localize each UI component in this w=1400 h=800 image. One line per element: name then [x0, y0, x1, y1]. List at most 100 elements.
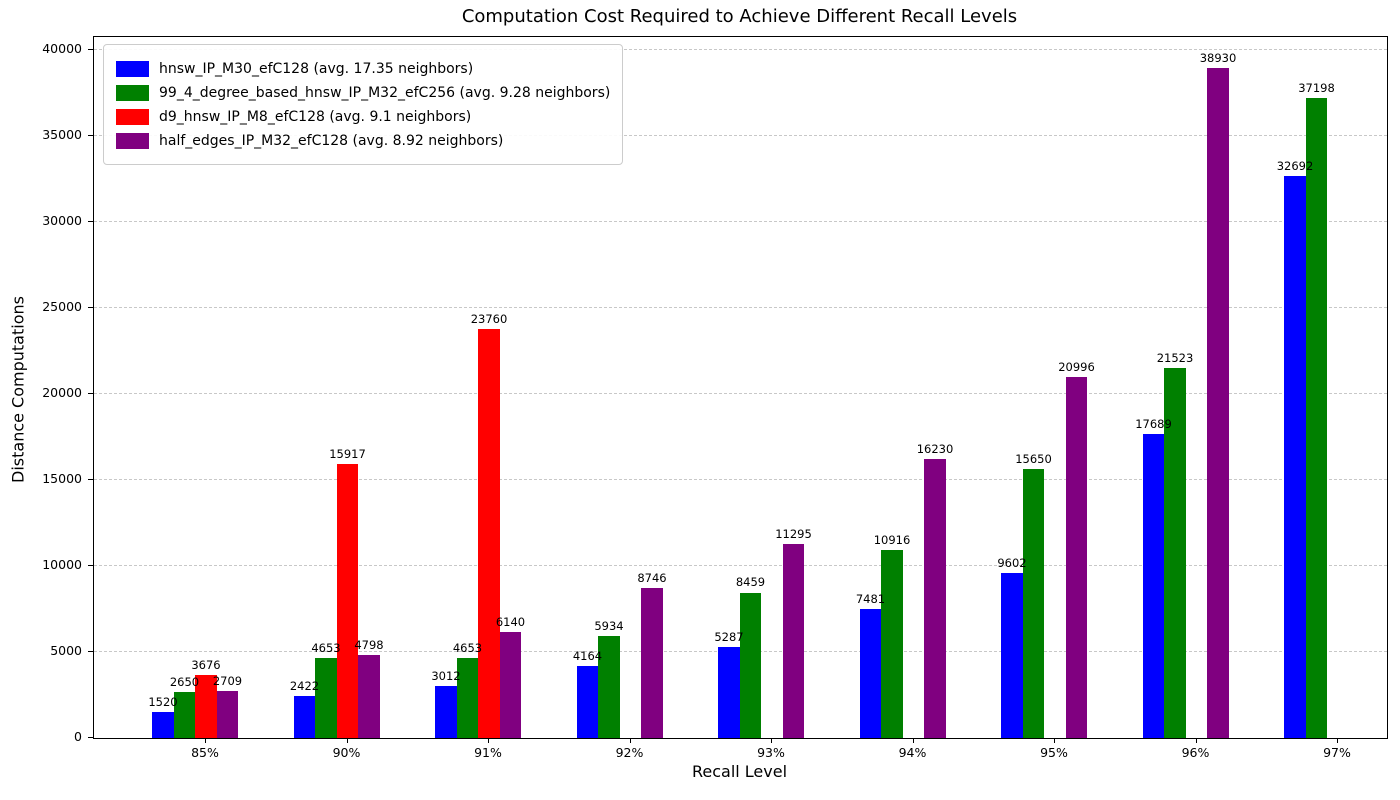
bar-series4-93%	[782, 543, 805, 738]
gridline-15000	[94, 478, 1387, 480]
bar-value-label: 2422	[289, 679, 320, 694]
x-tick-label: 93%	[757, 745, 785, 760]
bar-value-label: 20996	[1058, 359, 1095, 374]
x-tick-label: 90%	[332, 745, 361, 760]
chart-title: Computation Cost Required to Achieve Dif…	[461, 6, 1018, 27]
bar-value-label: 1520	[148, 694, 178, 709]
bar-series4-96%	[1207, 68, 1229, 738]
y-tick	[88, 392, 93, 394]
bar-series4-91%	[499, 632, 522, 738]
bar-value-label: 3012	[431, 669, 461, 684]
legend-swatch	[116, 132, 149, 149]
y-tick-label: 20000	[42, 384, 82, 400]
x-tick	[1054, 738, 1055, 743]
gridline-30000	[94, 220, 1387, 222]
bar-value-label: 16230	[916, 441, 954, 456]
x-tick	[629, 738, 631, 743]
y-tick	[88, 737, 93, 738]
y-tick-label: 25000	[42, 298, 82, 314]
legend-swatch	[116, 60, 149, 77]
bar-series2-97%	[1305, 98, 1328, 738]
gridline-20000	[94, 392, 1387, 394]
y-tick-label: 10000	[42, 556, 82, 572]
bar-series2-91%	[456, 657, 479, 738]
bar-series4-94%	[924, 458, 946, 738]
x-tick-label: 95%	[1040, 745, 1068, 760]
bar-value-label: 5287	[714, 630, 744, 645]
bar-series1-92%	[576, 666, 599, 738]
legend-label: half_edges_IP_M32_efC128 (avg. 8.92 neig…	[159, 132, 504, 149]
bar-value-label: 37198	[1298, 81, 1335, 96]
bar-series1-94%	[859, 609, 882, 738]
bar-series2-94%	[881, 550, 903, 738]
x-tick	[205, 738, 206, 743]
legend-item-2: 99_4_degree_based_hnsw_IP_M32_efC256 (av…	[116, 82, 610, 103]
y-tick	[88, 48, 93, 50]
bar-value-label: 32692	[1276, 158, 1314, 173]
bar-series2-95%	[1022, 468, 1045, 738]
bar-series4-92%	[641, 587, 663, 738]
bar-series3-90%	[336, 464, 359, 738]
legend-label: 99_4_degree_based_hnsw_IP_M32_efC256 (av…	[159, 84, 611, 101]
bar-value-label: 5934	[594, 618, 624, 633]
x-tick	[1195, 738, 1197, 743]
bar-series1-91%	[435, 686, 457, 738]
bar-value-label: 11295	[775, 526, 812, 541]
y-tick	[88, 564, 93, 566]
gridline-25000	[94, 306, 1387, 308]
bar-series1-95%	[1001, 572, 1023, 738]
bar-value-label: 8746	[637, 570, 667, 585]
legend-swatch	[116, 84, 149, 101]
bar-series1-90%	[293, 696, 316, 738]
legend-item-4: half_edges_IP_M32_efC128 (avg. 8.92 neig…	[116, 130, 610, 151]
bar-value-label: 15650	[1015, 451, 1052, 466]
gridline-40000	[94, 48, 1387, 50]
legend-item-3: d9_hnsw_IP_M8_efC128 (avg. 9.1 neighbors…	[116, 106, 610, 127]
x-tick	[912, 738, 914, 743]
x-tick-label: 94%	[898, 745, 927, 760]
bar-value-label: 9602	[997, 555, 1027, 570]
x-axis-label: Recall Level	[691, 762, 788, 781]
bar-value-label: 23760	[470, 312, 508, 327]
x-tick	[488, 738, 489, 743]
bar-value-label: 7481	[855, 592, 886, 607]
gridline-35000	[94, 134, 1387, 136]
x-tick-label: 85%	[191, 745, 219, 760]
bar-series4-95%	[1065, 376, 1088, 738]
legend-label: hnsw_IP_M30_efC128 (avg. 17.35 neighbors…	[159, 60, 474, 77]
legend-swatch	[116, 108, 149, 125]
bar-series1-85%	[152, 711, 174, 738]
bar-value-label: 21523	[1156, 350, 1194, 365]
bar-value-label: 4653	[311, 640, 341, 655]
y-tick-label: 30000	[42, 212, 82, 228]
y-tick	[88, 220, 93, 222]
bar-value-label: 3676	[191, 657, 221, 672]
bar-series1-93%	[718, 647, 740, 738]
x-tick-label: 96%	[1181, 745, 1210, 760]
y-tick	[88, 306, 93, 308]
bar-value-label: 8459	[735, 575, 766, 590]
y-tick-label: 35000	[42, 126, 82, 142]
y-tick-label: 5000	[50, 642, 82, 658]
legend-label: d9_hnsw_IP_M8_efC128 (avg. 9.1 neighbors…	[159, 108, 472, 125]
gridline-10000	[94, 564, 1387, 566]
bar-value-label: 2650	[169, 675, 200, 690]
x-tick-label: 91%	[474, 745, 502, 760]
bar-value-label: 38930	[1199, 51, 1237, 66]
bar-value-label: 4164	[572, 649, 603, 664]
bar-series2-90%	[315, 657, 337, 738]
y-tick-label: 0	[74, 729, 82, 744]
bar-series1-96%	[1142, 433, 1165, 738]
y-tick-label: 15000	[42, 470, 82, 486]
bar-value-label: 6140	[495, 615, 526, 630]
bar-value-label: 4798	[354, 638, 384, 653]
y-tick	[88, 650, 93, 652]
bar-value-label: 4653	[452, 640, 483, 655]
x-tick	[346, 738, 348, 743]
bar-series4-90%	[358, 655, 380, 738]
legend: hnsw_IP_M30_efC128 (avg. 17.35 neighbors…	[103, 44, 624, 165]
x-tick-label: 97%	[1323, 745, 1351, 760]
bar-value-label: 15917	[329, 447, 366, 462]
bar-series4-85%	[216, 691, 239, 738]
